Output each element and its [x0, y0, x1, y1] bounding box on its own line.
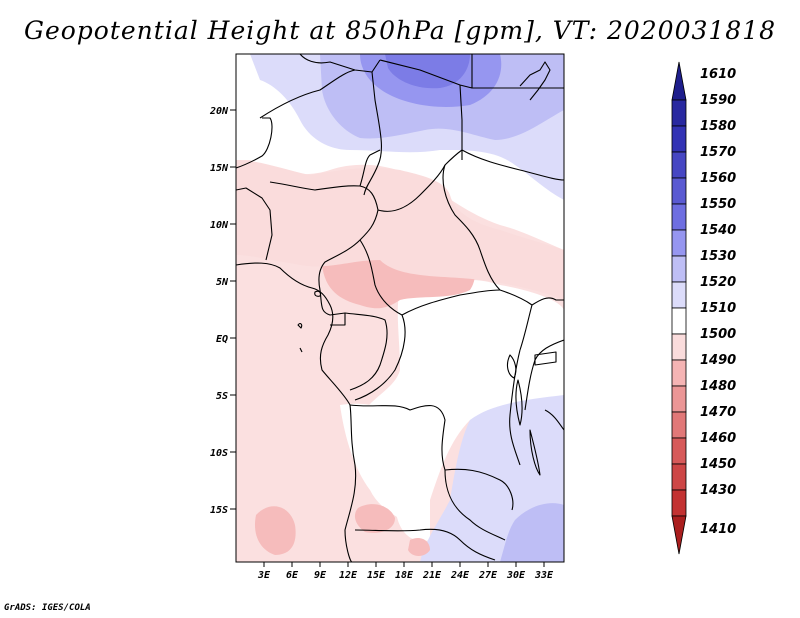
colorbar-label: 1410	[700, 522, 736, 537]
colorbar-swatch	[671, 385, 687, 413]
colorbar-label: 1500	[700, 327, 736, 342]
lat-label: 10N	[210, 220, 229, 231]
country-borders	[236, 54, 564, 562]
lat-label: 5S	[216, 391, 228, 402]
colorbar-swatch	[671, 255, 687, 283]
colorbar-swatch	[671, 489, 687, 517]
lon-label: 21E	[422, 570, 442, 581]
colorbar-label: 1470	[700, 405, 736, 420]
lat-label: 15S	[210, 505, 228, 516]
lon-label: 3E	[257, 570, 271, 581]
colorbar-swatch	[671, 333, 687, 361]
colorbar-label: 1570	[700, 145, 736, 160]
colorbar-label: 1550	[700, 197, 736, 212]
colorbar-label: 1480	[700, 379, 736, 394]
colorbar-label: 1520	[700, 275, 736, 290]
latitude-axis	[230, 109, 236, 510]
longitude-axis	[263, 562, 545, 567]
lat-label: 15N	[210, 163, 229, 174]
lat-label: 10S	[210, 448, 228, 459]
colorbar-swatch	[671, 203, 687, 231]
lon-label: 15E	[367, 570, 386, 581]
colorbar-swatch	[671, 151, 687, 179]
colorbar-label: 1590	[700, 93, 736, 108]
colorbar-swatch	[671, 359, 687, 387]
lon-label: 6E	[286, 570, 299, 581]
colorbar-swatch	[671, 125, 687, 153]
lat-label: 20N	[209, 106, 229, 117]
colorbar-label: 1560	[700, 171, 736, 186]
lat-label: 5N	[216, 277, 229, 288]
lon-label: 30E	[506, 570, 526, 581]
colorbar-label: 1460	[700, 431, 736, 446]
colorbar-swatch	[671, 515, 687, 555]
colorbar-swatch	[671, 281, 687, 309]
lon-label: 27E	[478, 570, 498, 581]
colorbar: 1610 1590 1580 1570 1560 1550 1540 1530 1520 1510…	[671, 61, 736, 555]
grads-credit: GrADS: IGES/COLA	[4, 603, 91, 613]
colorbar-label: 1450	[700, 457, 736, 472]
colorbar-swatch	[671, 437, 687, 465]
colorbar-swatch	[671, 61, 687, 101]
colorbar-swatch	[671, 411, 687, 439]
colorbar-label: 1490	[700, 353, 736, 368]
map-frame	[235, 53, 565, 563]
colorbar-swatch	[671, 99, 687, 127]
map-title: Geopotential Height at 850hPa [gpm], VT:…	[23, 16, 777, 45]
colorbar-label: 1540	[700, 223, 736, 238]
colorbar-swatch	[671, 177, 687, 205]
colorbar-label: 1430	[700, 483, 736, 498]
lon-label: 12E	[339, 570, 358, 581]
lon-label: 33E	[534, 570, 554, 581]
colorbar-swatch	[671, 307, 687, 335]
geopotential-field	[236, 54, 564, 562]
colorbar-swatch	[671, 229, 687, 257]
lat-label: EQ	[216, 334, 228, 345]
colorbar-swatch	[671, 463, 687, 491]
lon-label: 18E	[395, 570, 414, 581]
colorbar-label: 1510	[700, 301, 736, 316]
colorbar-label: 1580	[700, 119, 736, 134]
colorbar-label: 1530	[700, 249, 736, 264]
lon-label: 9E	[314, 570, 327, 581]
colorbar-label: 1610	[700, 67, 736, 82]
lon-label: 24E	[450, 570, 470, 581]
